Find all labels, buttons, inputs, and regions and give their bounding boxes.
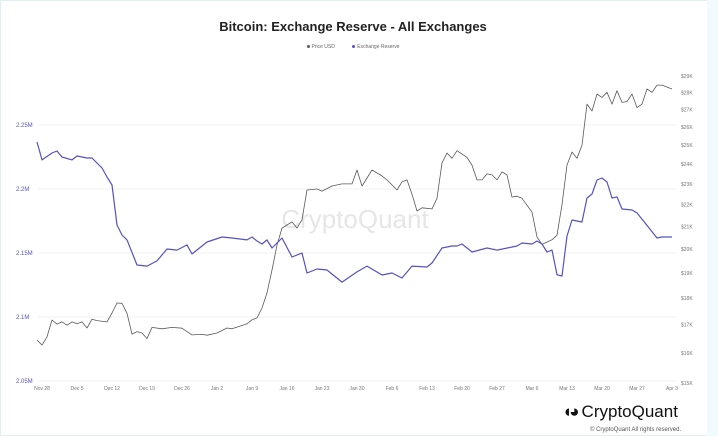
right-tick-label: $22K bbox=[681, 203, 693, 209]
left-tick-label: 2.1M bbox=[16, 315, 29, 321]
price-usd-line bbox=[36, 84, 673, 346]
legend-label: Exchange Reserve bbox=[357, 44, 400, 50]
chart-title: Bitcoin: Exchange Reserve - All Exchange… bbox=[219, 19, 487, 34]
x-tick-label: Dec 5 bbox=[70, 386, 83, 392]
right-tick-label: $19K bbox=[681, 271, 693, 277]
x-tick-label: Jan 23 bbox=[314, 386, 329, 392]
copyright: © CryptoQuant All rights reserved. bbox=[590, 427, 682, 433]
x-tick-label: Mar 13 bbox=[559, 386, 575, 392]
right-tick-label: $16K bbox=[681, 351, 693, 357]
x-tick-label: Jan 2 bbox=[211, 386, 223, 392]
right-tick-label: $17K bbox=[681, 323, 693, 329]
legend-item-price[interactable]: Price USD bbox=[306, 44, 335, 50]
legend-dot-icon bbox=[352, 45, 356, 49]
x-tick-label: Feb 6 bbox=[386, 386, 399, 392]
x-tick-label: Mar 20 bbox=[594, 386, 610, 392]
right-tick-label: $27K bbox=[681, 107, 693, 113]
legend-label: Price USD bbox=[311, 44, 335, 50]
exchange-reserve-line bbox=[36, 141, 672, 283]
cryptoquant-logo-icon: ◖◕ bbox=[562, 402, 579, 421]
right-tick-label: $28K bbox=[681, 90, 693, 96]
x-tick-label: Dec 26 bbox=[174, 386, 190, 392]
x-tick-label: Feb 27 bbox=[489, 386, 505, 392]
x-tick-label: Mar 27 bbox=[629, 386, 645, 392]
page-edge bbox=[707, 0, 718, 436]
x-tick-label: Feb 13 bbox=[419, 386, 435, 392]
x-tick-label: Dec 19 bbox=[139, 386, 155, 392]
right-tick-label: $24K bbox=[681, 162, 693, 168]
x-tick-label: Feb 20 bbox=[454, 386, 470, 392]
x-tick-label: Jan 16 bbox=[279, 386, 294, 392]
watermark: CryptoQuant bbox=[281, 204, 429, 234]
right-tick-label: $20K bbox=[681, 247, 693, 253]
right-tick-label: $21K bbox=[681, 224, 693, 230]
right-tick-label: $23K bbox=[681, 182, 693, 188]
x-tick-label: Mar 6 bbox=[526, 386, 539, 392]
right-tick-label: $26K bbox=[681, 125, 693, 131]
cryptoquant-logo: ◖◕ CryptoQuant bbox=[562, 402, 678, 422]
left-tick-label: 2.05M bbox=[16, 379, 33, 385]
legend: Price USD Exchange Reserve bbox=[0, 44, 706, 50]
left-tick-label: 2.15M bbox=[16, 251, 33, 257]
right-tick-label: $15K bbox=[681, 381, 693, 387]
left-tick-label: 2.25M bbox=[16, 123, 33, 129]
left-tick-label: 2.2M bbox=[16, 187, 29, 193]
x-tick-label: Nov 28 bbox=[34, 386, 50, 392]
x-tick-label: Jan 30 bbox=[349, 386, 364, 392]
x-tick-label: Dec 12 bbox=[104, 386, 120, 392]
x-tick-label: Jan 9 bbox=[246, 386, 258, 392]
right-tick-label: $29K bbox=[681, 74, 693, 80]
right-tick-label: $18K bbox=[681, 296, 693, 302]
right-tick-label: $25K bbox=[681, 143, 693, 149]
logo-text: CryptoQuant bbox=[581, 402, 678, 421]
legend-dot-icon bbox=[306, 45, 310, 49]
x-tick-label: Apr 3 bbox=[666, 386, 678, 392]
legend-item-reserve[interactable]: Exchange Reserve bbox=[352, 44, 399, 50]
